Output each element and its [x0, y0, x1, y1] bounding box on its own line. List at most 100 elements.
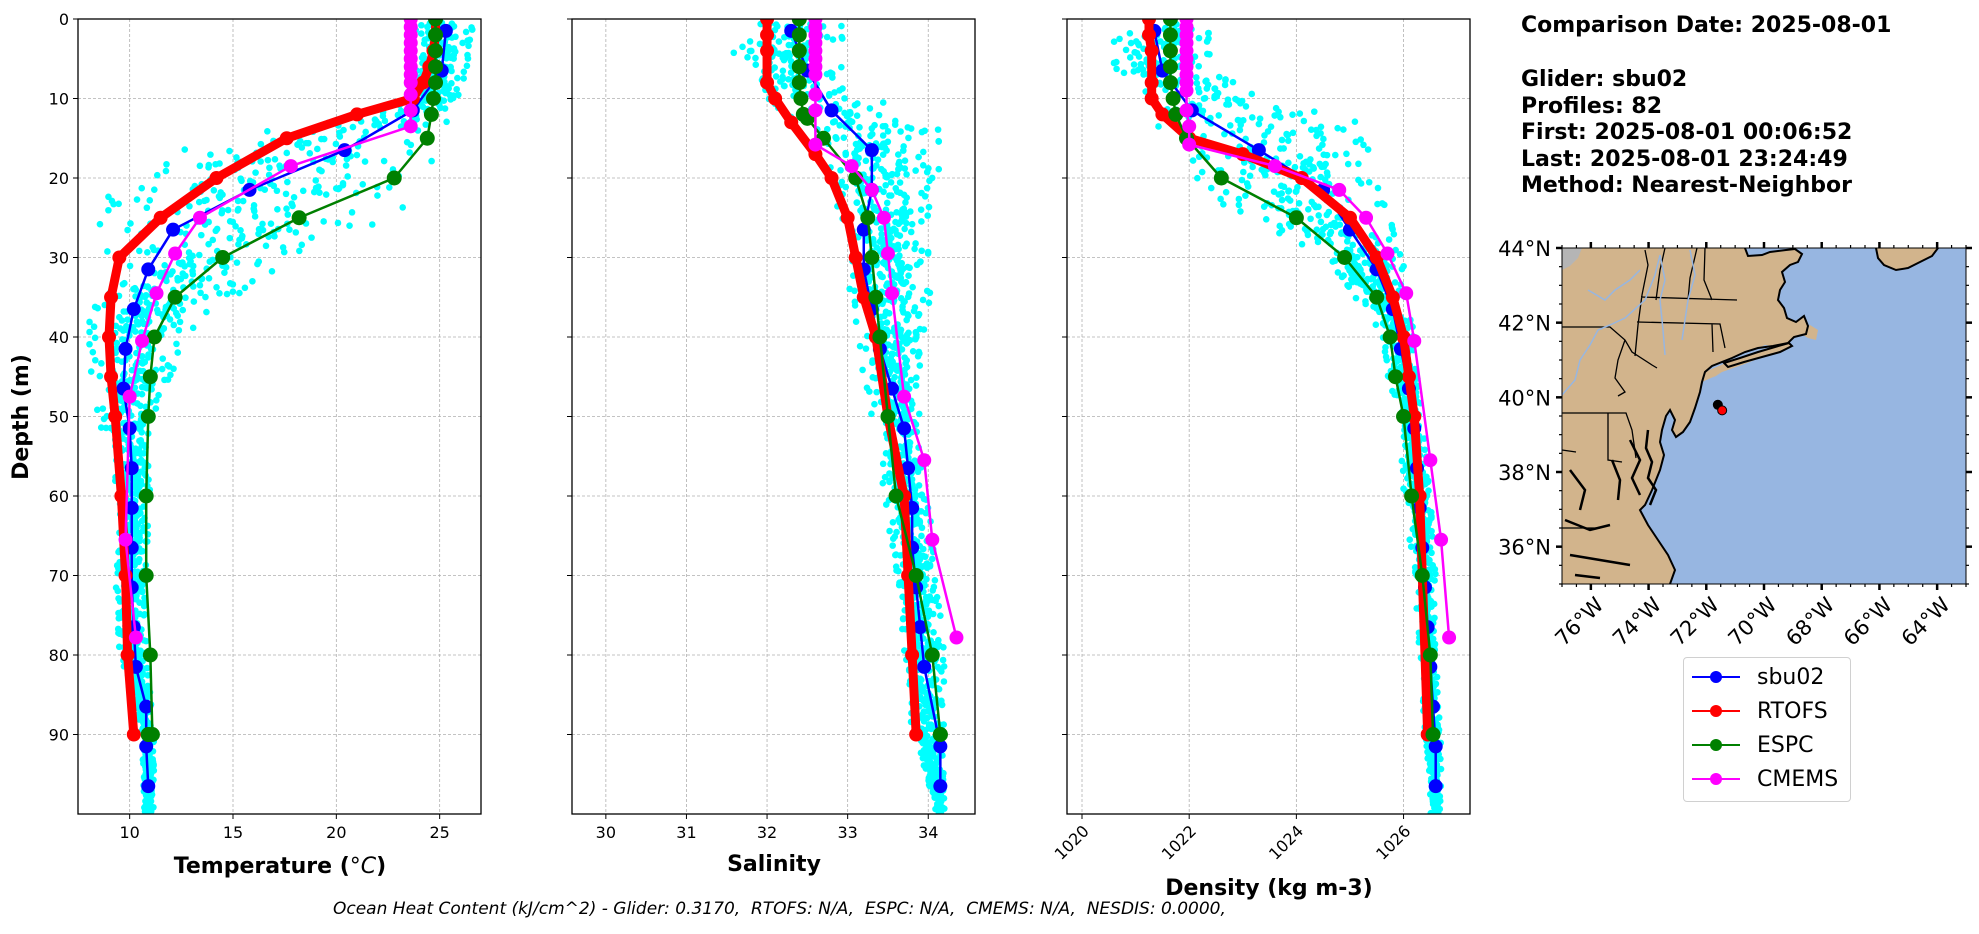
- glider-scatter-point: [905, 290, 913, 297]
- glider-scatter-point: [136, 247, 143, 255]
- glider-scatter-point: [1242, 103, 1250, 110]
- glider-scatter-point: [161, 261, 168, 269]
- glider-scatter-point: [891, 117, 899, 125]
- glider-scatter-point: [840, 134, 848, 141]
- y-tick-label: 0: [59, 10, 69, 29]
- glider-scatter-point: [1198, 168, 1206, 176]
- glider-scatter-point: [918, 218, 925, 225]
- glider-scatter-point: [1334, 269, 1342, 276]
- glider-scatter-point: [406, 149, 413, 156]
- glider-scatter-point: [222, 264, 230, 271]
- series-point-sbu02: [897, 421, 912, 436]
- glider-scatter-point: [895, 254, 902, 261]
- glider-scatter-point: [216, 160, 223, 167]
- glider-scatter-point: [134, 319, 141, 326]
- glider-scatter-point: [315, 183, 322, 190]
- glider-scatter-point: [264, 156, 272, 164]
- glider-scatter-point: [1195, 34, 1203, 42]
- series-point-cmems: [1179, 83, 1194, 98]
- glider-scatter-point: [752, 61, 760, 69]
- glider-scatter-point: [901, 414, 909, 422]
- glider-scatter-point: [238, 177, 245, 185]
- glider-scatter-point: [1390, 230, 1398, 238]
- glider-scatter-point: [899, 615, 907, 623]
- glider-scatter-point: [257, 158, 264, 165]
- legend-label: CMEMS: [1757, 766, 1839, 792]
- glider-scatter-point: [921, 193, 929, 200]
- glider-scatter-point: [464, 51, 471, 59]
- legend-label: RTOFS: [1757, 698, 1828, 724]
- series-point-rtofs: [1385, 290, 1400, 305]
- glider-scatter-point: [779, 67, 787, 75]
- glider-scatter-point: [1120, 69, 1128, 77]
- series-espc: [791, 19, 948, 742]
- glider-scatter-point: [229, 288, 237, 295]
- series-point-rtofs: [1141, 27, 1156, 42]
- series-point-espc: [1165, 91, 1181, 106]
- glider-scatter-point: [925, 760, 933, 767]
- glider-scatter-point: [866, 105, 874, 112]
- glider-scatter-point: [886, 192, 893, 199]
- glider-scatter-point: [1322, 223, 1330, 231]
- glider-scatter-point: [335, 185, 342, 193]
- glider-scatter-point: [915, 482, 923, 489]
- glider-scatter-point: [827, 69, 834, 76]
- series-point-cmems: [925, 532, 940, 547]
- glider-scatter-point: [314, 145, 321, 153]
- glider-scatter-point: [1222, 188, 1230, 196]
- glider-scatter-point: [238, 234, 246, 242]
- series-point-espc: [872, 329, 888, 345]
- series-point-rtofs: [1369, 250, 1384, 265]
- glider-scatter-point: [1369, 283, 1377, 290]
- series-point-espc: [1288, 210, 1304, 226]
- series-point-espc: [1337, 250, 1353, 265]
- glider-scatter-point: [237, 227, 244, 234]
- series-sbu02: [784, 23, 948, 794]
- glider-scatter-point: [934, 663, 942, 671]
- glider-scatter-point: [167, 271, 174, 278]
- map-chesapeake: [1564, 429, 1658, 580]
- series-point-cmems: [917, 453, 932, 468]
- glider-scatter-point: [179, 306, 187, 314]
- glider-scatter-point: [186, 202, 193, 210]
- series-point-espc: [428, 43, 444, 59]
- glider-scatter-point: [918, 247, 925, 255]
- glider-scatter-point: [1207, 184, 1215, 192]
- glider-scatter-point: [1320, 163, 1328, 170]
- glider-scatter-point: [94, 304, 102, 312]
- glider-scatter-point: [780, 82, 788, 90]
- glider-scatter-point: [130, 285, 137, 293]
- lon-tick-label: 66°W: [1839, 592, 1897, 650]
- glider-scatter-point: [919, 162, 927, 169]
- x-tick-label: 34: [918, 823, 938, 842]
- series-point-cmems: [1359, 210, 1374, 225]
- glider-scatter-point: [380, 157, 388, 165]
- series-point-cmems: [283, 159, 298, 174]
- glider-scatter-point: [1248, 114, 1256, 121]
- glider-scatter-point: [229, 218, 237, 226]
- glider-scatter-point: [1355, 160, 1362, 168]
- glider-scatter-point: [916, 362, 924, 369]
- glider-scatter-point: [249, 277, 256, 285]
- series-point-espc: [1414, 568, 1430, 583]
- series-point-rtofs: [768, 91, 783, 106]
- glider-scatter-point: [852, 318, 860, 326]
- glider-scatter-point: [159, 355, 167, 362]
- glider-scatter-point: [207, 151, 214, 158]
- glider-scatter-point: [170, 321, 178, 329]
- glider-scatter-point: [203, 196, 210, 204]
- series-point-espc: [1162, 59, 1178, 75]
- glider-scatter-point: [888, 170, 896, 178]
- glider-scatter-point: [1372, 321, 1380, 329]
- glider-scatter-point: [1122, 46, 1130, 54]
- lon-tick-label: 64°W: [1897, 592, 1955, 650]
- series-point-espc: [167, 289, 183, 305]
- series-point-cmems: [403, 119, 418, 134]
- glider-scatter-point: [926, 177, 933, 185]
- legend-swatch: [1692, 704, 1740, 717]
- series-point-cmems: [1332, 182, 1347, 197]
- series-point-rtofs: [760, 19, 775, 26]
- x-tick-label: 20: [326, 823, 346, 842]
- glider-scatter-point: [362, 128, 369, 136]
- series-point-rtofs: [1401, 369, 1416, 384]
